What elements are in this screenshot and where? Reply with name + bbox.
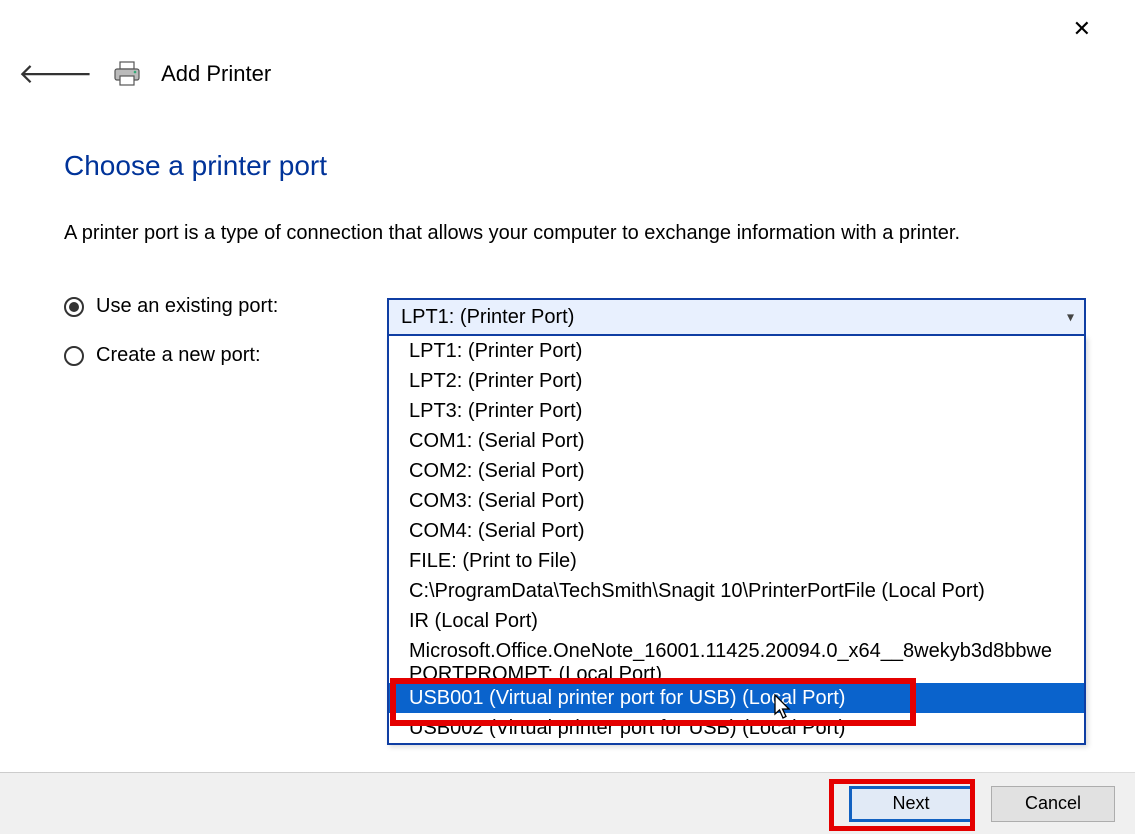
wizard-title: Add Printer — [161, 61, 271, 87]
footer: Next Cancel — [0, 773, 1135, 834]
port-combobox-value: LPT1: (Printer Port) — [401, 306, 574, 329]
option-create-label: Create a new port: — [96, 344, 261, 367]
close-icon[interactable]: ✕ — [1073, 16, 1091, 42]
printer-icon — [113, 61, 141, 87]
port-dropdown-item[interactable]: COM3: (Serial Port) — [389, 486, 1084, 516]
port-dropdown-item[interactable]: USB001 (Virtual printer port for USB) (L… — [389, 683, 1084, 713]
port-dropdown-item[interactable]: IR (Local Port) — [389, 606, 1084, 636]
port-dropdown-item[interactable]: COM4: (Serial Port) — [389, 516, 1084, 546]
port-dropdown-item[interactable]: Microsoft.Office.OneNote_16001.11425.200… — [389, 636, 1084, 666]
port-dropdown-item[interactable]: USB002 (Virtual printer port for USB) (L… — [389, 713, 1084, 743]
radio-existing-icon[interactable] — [64, 297, 84, 317]
page-heading: Choose a printer port — [64, 150, 1089, 182]
port-dropdown-item[interactable]: C:\ProgramData\TechSmith\Snagit 10\Print… — [389, 576, 1084, 606]
port-dropdown-item[interactable]: LPT3: (Printer Port) — [389, 396, 1084, 426]
option-existing-label: Use an existing port: — [96, 295, 278, 318]
next-button[interactable]: Next — [849, 786, 973, 822]
port-dropdown-item[interactable]: LPT2: (Printer Port) — [389, 366, 1084, 396]
port-combobox-wrap: LPT1: (Printer Port) ▾ LPT1: (Printer Po… — [387, 298, 1086, 745]
back-arrow-icon[interactable]: 🡐 — [18, 60, 93, 88]
port-dropdown-list[interactable]: LPT1: (Printer Port)LPT2: (Printer Port)… — [387, 336, 1086, 745]
port-dropdown-item[interactable]: LPT1: (Printer Port) — [389, 336, 1084, 366]
port-dropdown-item[interactable]: FILE: (Print to File) — [389, 546, 1084, 576]
cancel-button[interactable]: Cancel — [991, 786, 1115, 822]
wizard-header: 🡐 Add Printer — [18, 60, 271, 88]
port-dropdown-item[interactable]: COM1: (Serial Port) — [389, 426, 1084, 456]
page-description: A printer port is a type of connection t… — [64, 222, 1089, 245]
port-dropdown-item[interactable]: COM2: (Serial Port) — [389, 456, 1084, 486]
port-dropdown-item[interactable]: PORTPROMPT: (Local Port) — [389, 666, 1084, 683]
radio-create-icon[interactable] — [64, 346, 84, 366]
port-combobox[interactable]: LPT1: (Printer Port) ▾ — [387, 298, 1086, 336]
chevron-down-icon: ▾ — [1067, 309, 1074, 326]
